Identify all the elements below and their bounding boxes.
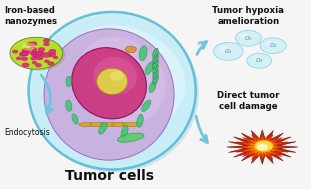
Ellipse shape <box>90 122 107 127</box>
Circle shape <box>21 57 28 61</box>
Text: $O_2$: $O_2$ <box>269 41 277 50</box>
Circle shape <box>213 42 243 60</box>
Circle shape <box>22 49 30 54</box>
Circle shape <box>35 63 42 67</box>
Circle shape <box>12 39 65 71</box>
Circle shape <box>38 51 44 54</box>
Ellipse shape <box>66 100 72 111</box>
Circle shape <box>252 56 259 61</box>
Ellipse shape <box>122 122 139 127</box>
Polygon shape <box>234 133 290 160</box>
Ellipse shape <box>110 70 124 81</box>
Ellipse shape <box>153 69 158 79</box>
Circle shape <box>19 52 26 56</box>
Circle shape <box>260 38 286 54</box>
Circle shape <box>30 47 35 50</box>
Circle shape <box>255 140 273 152</box>
Ellipse shape <box>153 53 158 64</box>
Ellipse shape <box>153 74 158 85</box>
Circle shape <box>20 51 29 56</box>
Text: $O_2$: $O_2$ <box>224 47 232 56</box>
Circle shape <box>30 42 37 46</box>
Ellipse shape <box>63 25 185 126</box>
Circle shape <box>47 52 56 57</box>
Ellipse shape <box>79 122 96 127</box>
Circle shape <box>44 42 49 46</box>
Ellipse shape <box>153 59 158 69</box>
Circle shape <box>247 53 272 68</box>
Ellipse shape <box>97 68 128 94</box>
Circle shape <box>32 61 37 64</box>
Ellipse shape <box>149 81 156 93</box>
Polygon shape <box>227 130 298 164</box>
FancyArrowPatch shape <box>41 75 53 114</box>
Circle shape <box>10 37 63 69</box>
Circle shape <box>48 62 54 66</box>
Ellipse shape <box>139 46 147 61</box>
Ellipse shape <box>118 133 144 142</box>
Text: Endocytosis: Endocytosis <box>4 128 49 136</box>
Text: Iron-based
nanozymes: Iron-based nanozymes <box>4 6 57 26</box>
Circle shape <box>241 34 248 38</box>
Ellipse shape <box>145 62 154 75</box>
Circle shape <box>42 52 51 57</box>
Ellipse shape <box>29 12 196 170</box>
Polygon shape <box>248 140 277 154</box>
Ellipse shape <box>121 125 128 139</box>
Text: Tumor cells: Tumor cells <box>65 169 154 183</box>
Text: Direct tumor
cell damage: Direct tumor cell damage <box>217 91 280 111</box>
Ellipse shape <box>153 64 158 74</box>
Circle shape <box>12 50 18 53</box>
Circle shape <box>22 43 35 51</box>
Circle shape <box>34 51 42 57</box>
Circle shape <box>235 30 261 46</box>
Circle shape <box>220 46 228 51</box>
Circle shape <box>38 47 45 52</box>
Ellipse shape <box>44 29 174 160</box>
Circle shape <box>27 42 34 46</box>
Text: $O_2$: $O_2$ <box>244 34 253 43</box>
Ellipse shape <box>111 122 128 127</box>
Ellipse shape <box>72 48 146 119</box>
Circle shape <box>31 51 37 54</box>
Polygon shape <box>241 137 283 157</box>
Circle shape <box>23 48 29 52</box>
Circle shape <box>30 51 39 56</box>
Ellipse shape <box>100 122 118 127</box>
Text: Tumor hypoxia
amelioration: Tumor hypoxia amelioration <box>212 6 284 26</box>
Ellipse shape <box>99 122 107 134</box>
Circle shape <box>16 57 21 60</box>
Ellipse shape <box>77 37 166 122</box>
Circle shape <box>32 48 37 51</box>
Ellipse shape <box>142 100 151 112</box>
Ellipse shape <box>153 48 158 58</box>
Circle shape <box>257 144 268 150</box>
Circle shape <box>53 56 58 59</box>
Circle shape <box>36 52 43 56</box>
Circle shape <box>23 53 28 56</box>
FancyArrowPatch shape <box>196 116 207 143</box>
Circle shape <box>43 39 50 43</box>
Ellipse shape <box>66 76 72 87</box>
FancyArrowPatch shape <box>197 42 207 54</box>
Ellipse shape <box>94 57 137 94</box>
Ellipse shape <box>72 114 78 124</box>
Circle shape <box>36 55 43 60</box>
Ellipse shape <box>137 114 143 127</box>
Ellipse shape <box>32 15 199 172</box>
Circle shape <box>44 60 49 63</box>
Circle shape <box>49 49 56 53</box>
Circle shape <box>33 54 41 59</box>
Circle shape <box>125 46 136 53</box>
Circle shape <box>30 57 37 60</box>
Circle shape <box>266 41 273 46</box>
Circle shape <box>22 63 29 67</box>
Text: $O_2$: $O_2$ <box>255 56 263 65</box>
